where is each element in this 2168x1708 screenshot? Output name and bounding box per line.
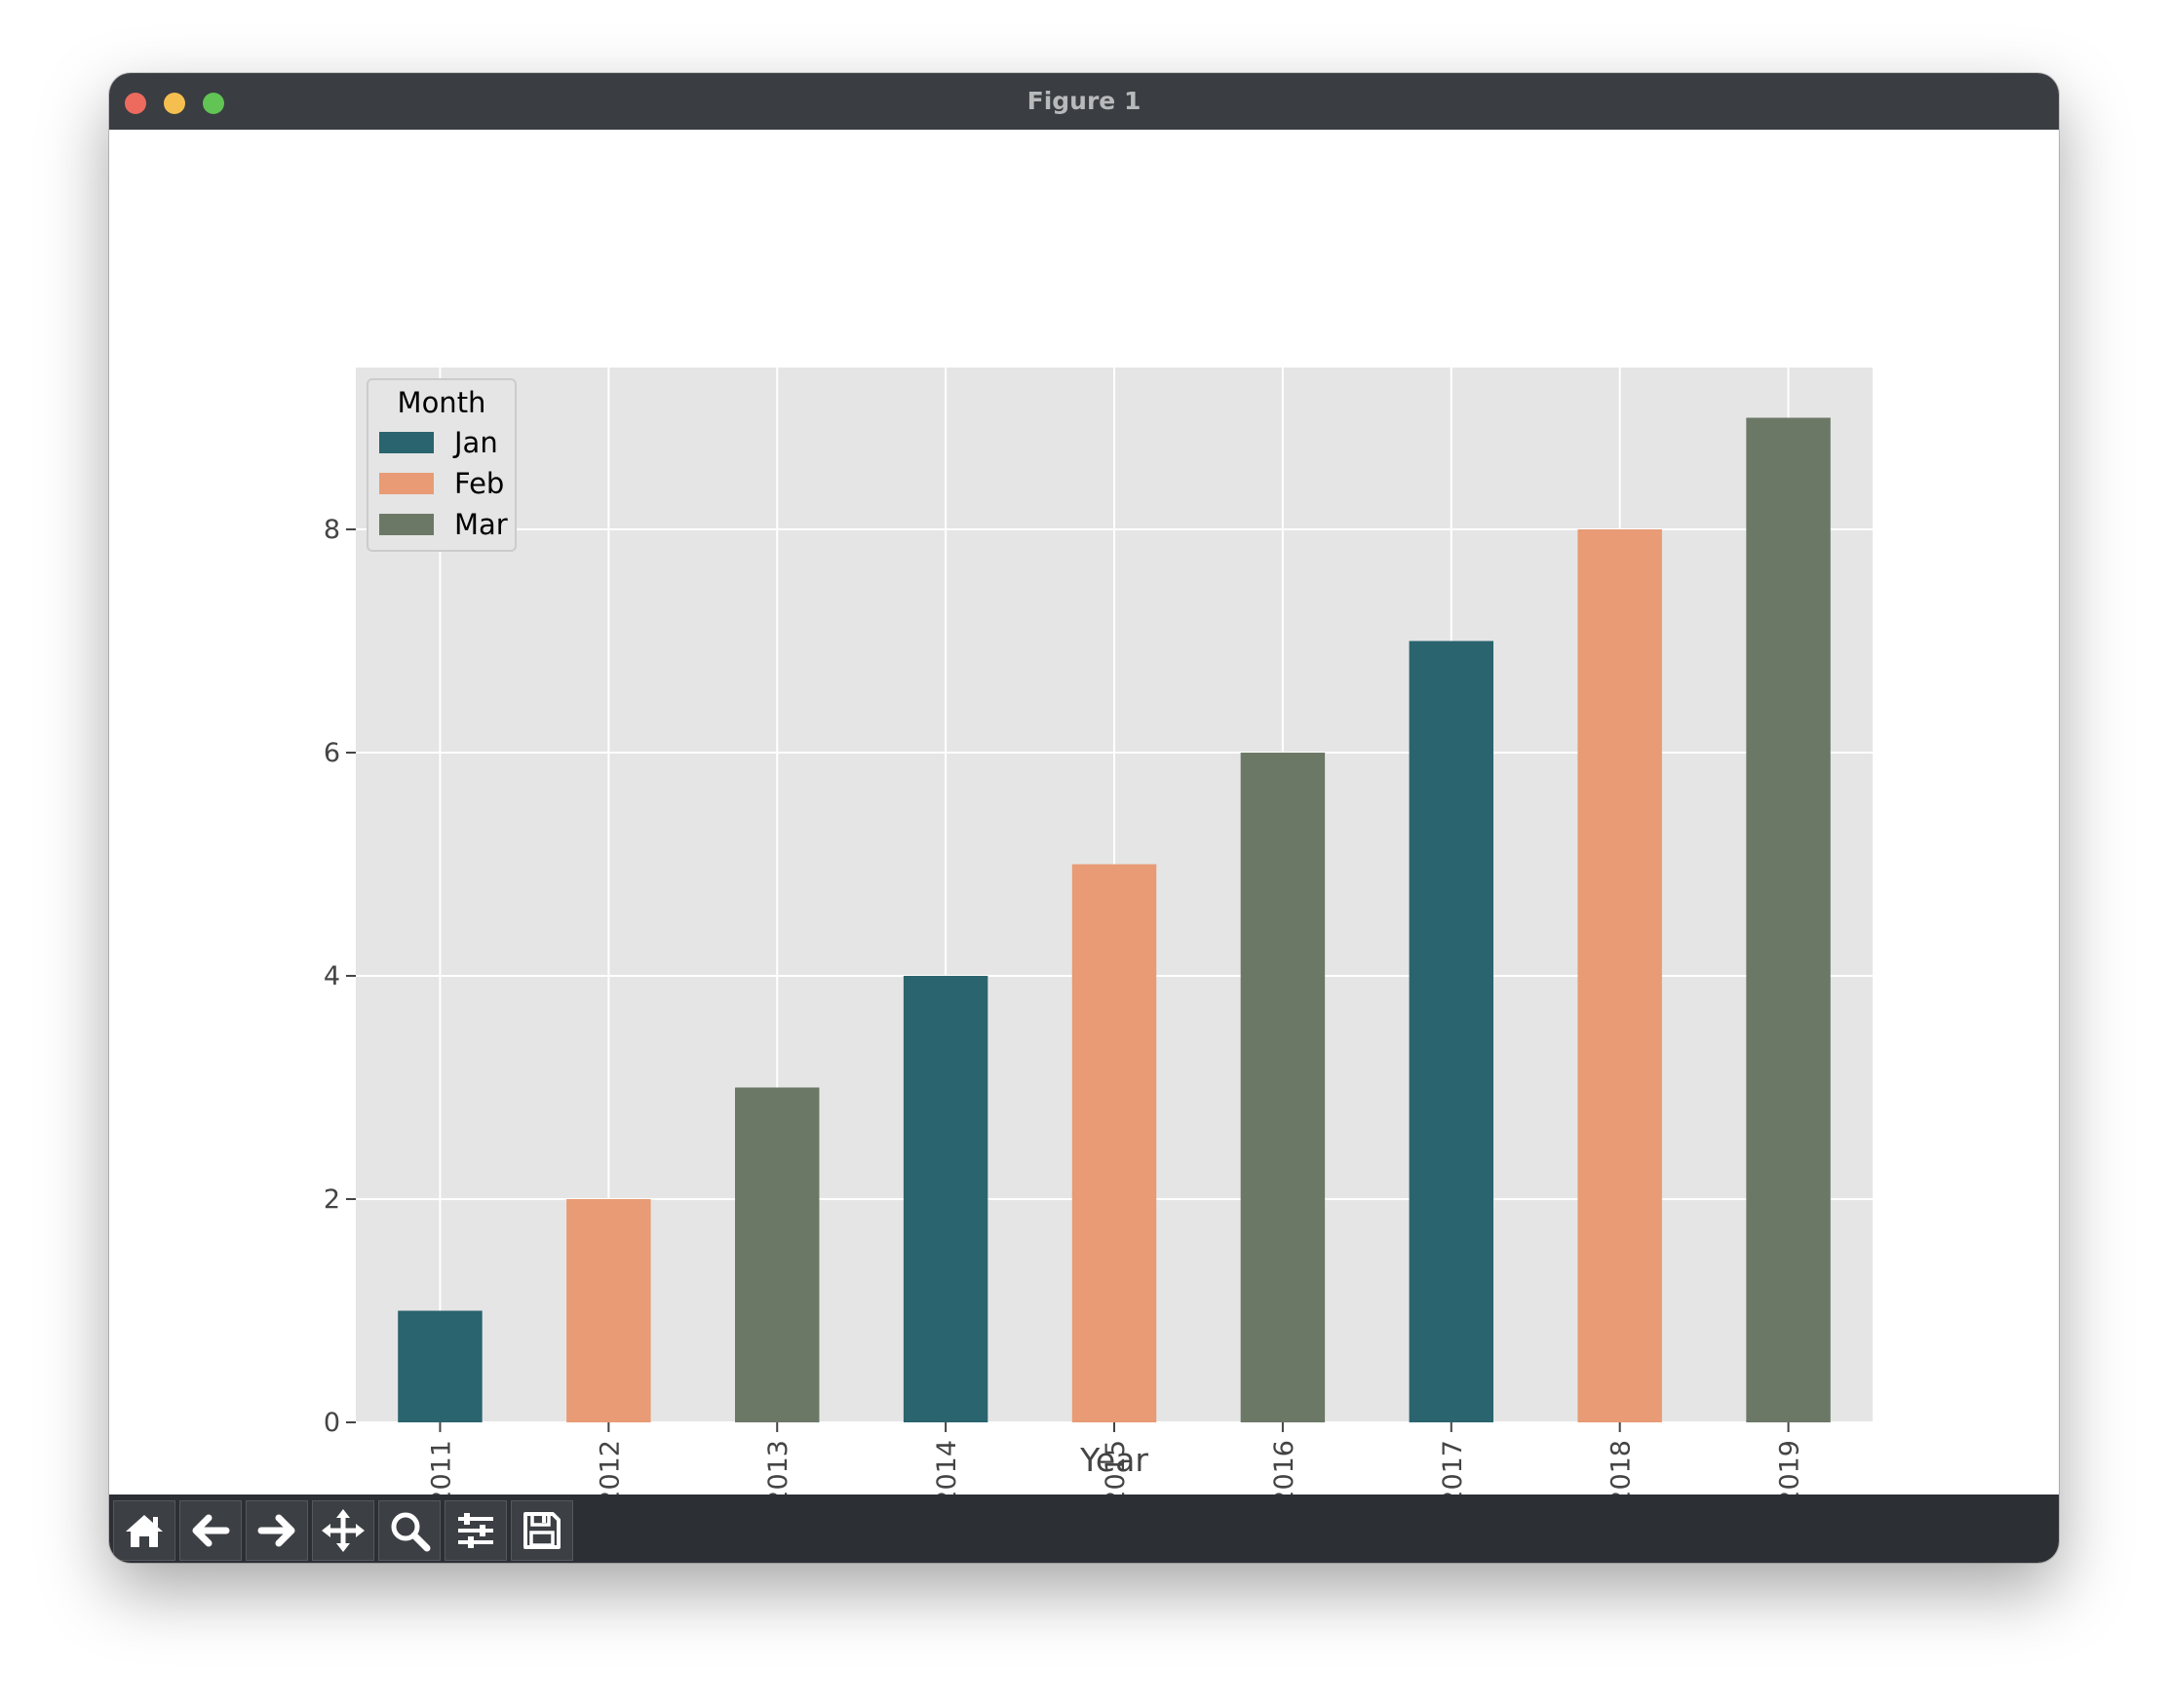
forward-button[interactable]	[246, 1500, 308, 1561]
bar-2015	[1071, 864, 1157, 1422]
bar-2016	[1240, 753, 1326, 1422]
save-button[interactable]	[511, 1500, 573, 1561]
title-bar: Figure 1	[109, 73, 2059, 130]
sliders-icon	[458, 1513, 493, 1548]
window-title: Figure 1	[1026, 87, 1142, 115]
legend-label-jan: Jan	[452, 426, 498, 459]
move-icon	[322, 1509, 365, 1552]
minimize-window-button[interactable]	[164, 93, 185, 114]
x-tick-label: 2016	[1269, 1440, 1299, 1494]
zoom-window-button[interactable]	[203, 93, 224, 114]
legend-swatch-mar	[379, 514, 434, 535]
x-tick-label: 2011	[426, 1440, 456, 1494]
bar-2013	[735, 1087, 820, 1422]
back-button[interactable]	[179, 1500, 242, 1561]
x-tick-label: 2017	[1438, 1440, 1468, 1494]
x-tick-label: 2012	[595, 1440, 625, 1494]
x-tick-label: 2015	[1101, 1440, 1131, 1494]
legend-box	[367, 378, 517, 552]
legend-label-mar: Mar	[454, 508, 508, 541]
zoom-icon	[391, 1512, 431, 1552]
legend-swatch-jan	[379, 432, 434, 453]
legend-swatch-feb	[379, 473, 434, 494]
pan-button[interactable]	[312, 1500, 374, 1561]
configure-subplots-button[interactable]	[445, 1500, 507, 1561]
legend-title: Month	[398, 386, 486, 419]
x-tick-label: 2019	[1775, 1440, 1805, 1494]
bar-2018	[1577, 529, 1662, 1422]
bar-2017	[1409, 640, 1493, 1422]
home-icon	[126, 1515, 163, 1547]
bar-chart: 0 2 4 6 8 2011 2012 2013 2014 2015 2016 2017 2018 201…	[324, 368, 1873, 1494]
close-window-button[interactable]	[125, 93, 146, 114]
x-axis-label: Year	[1079, 1441, 1148, 1479]
y-tick-label: 0	[324, 1408, 340, 1438]
navigation-toolbar	[109, 1494, 2059, 1563]
arrow-left-icon	[192, 1514, 230, 1547]
figure-window: Figure 1 0 2 4 6 8 2011 2012 2013 2014 2015 2016 20…	[109, 73, 2059, 1563]
bar-2019	[1746, 417, 1831, 1422]
y-tick-label: 6	[324, 738, 340, 768]
x-tick-label: 2013	[763, 1440, 794, 1494]
y-tick-label: 8	[324, 515, 340, 545]
y-tick-label: 4	[324, 961, 340, 991]
save-icon	[523, 1512, 561, 1549]
bar-2014	[903, 976, 988, 1422]
arrow-right-icon	[257, 1514, 295, 1547]
x-tick-label: 2014	[932, 1440, 962, 1494]
figure-canvas: 0 2 4 6 8 2011 2012 2013 2014 2015 2016 2017 2018 201…	[109, 130, 2059, 1494]
home-button[interactable]	[113, 1500, 175, 1561]
bar-2012	[566, 1199, 651, 1422]
y-tick-label: 2	[324, 1184, 340, 1215]
x-tick-label: 2018	[1607, 1440, 1637, 1494]
legend-label-feb: Feb	[454, 467, 504, 500]
bar-2011	[398, 1310, 483, 1422]
zoom-button[interactable]	[378, 1500, 441, 1561]
